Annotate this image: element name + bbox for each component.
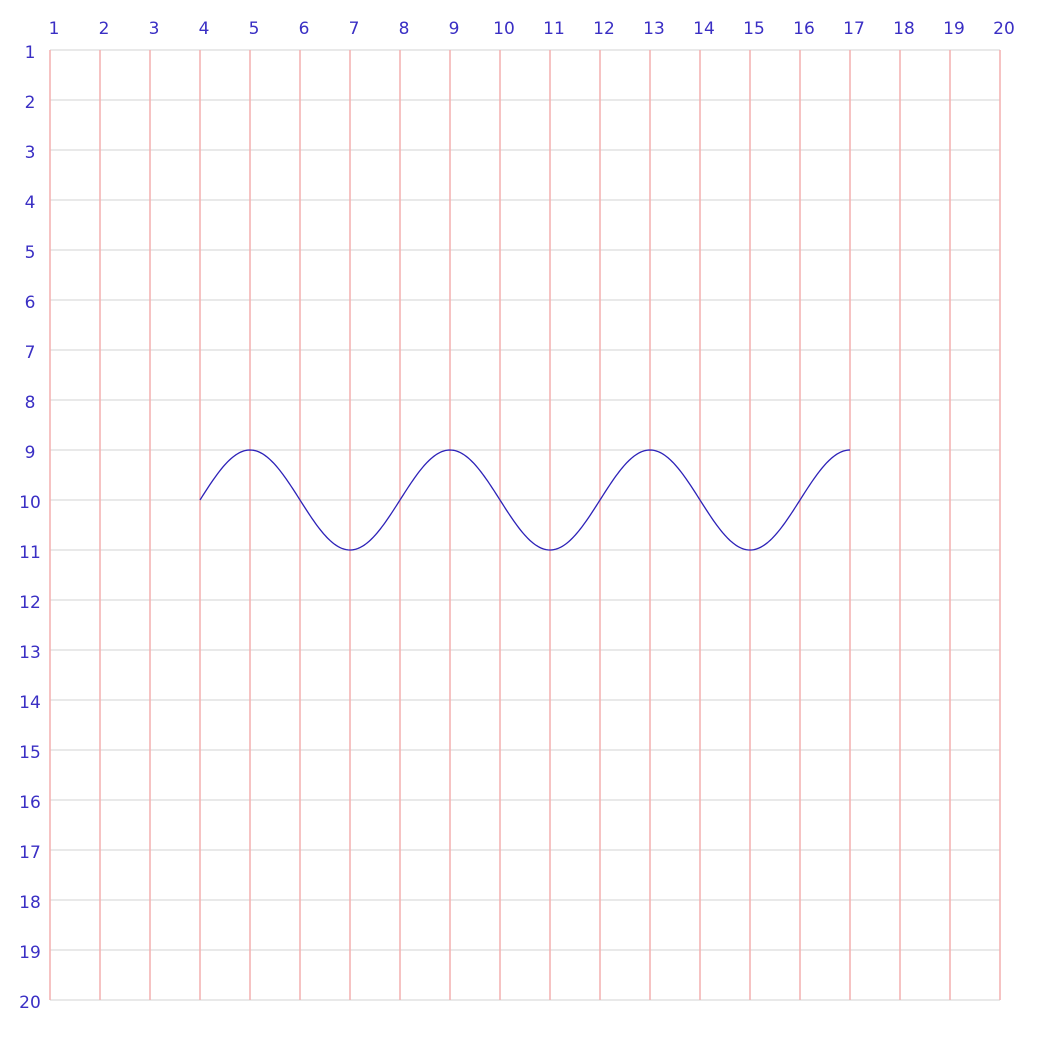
sine-wave-line	[199, 449, 851, 551]
y-tick-label: 6	[25, 293, 36, 313]
x-tick-label: 16	[793, 19, 815, 39]
y-tick-label: 11	[19, 543, 41, 563]
x-tick-label: 3	[149, 19, 160, 39]
y-tick-label: 16	[19, 793, 41, 813]
x-tick-label: 5	[249, 19, 260, 39]
y-tick-label: 19	[19, 943, 41, 963]
x-tick-label: 19	[943, 19, 965, 39]
y-tick-label: 18	[19, 893, 41, 913]
y-tick-label: 3	[25, 143, 36, 163]
x-tick-label: 15	[743, 19, 765, 39]
y-tick-label: 5	[25, 243, 36, 263]
y-tick-label: 20	[19, 993, 41, 1013]
y-tick-label: 9	[25, 443, 36, 463]
x-tick-label: 9	[449, 19, 460, 39]
y-tick-label: 15	[19, 743, 41, 763]
y-tick-label: 10	[19, 493, 41, 513]
y-tick-label: 4	[25, 193, 36, 213]
y-tick-label: 14	[19, 693, 41, 713]
x-tick-label: 10	[493, 19, 515, 39]
y-tick-label: 1	[25, 43, 36, 63]
x-tick-label: 13	[643, 19, 665, 39]
x-tick-label: 7	[349, 19, 360, 39]
x-tick-label: 18	[893, 19, 915, 39]
x-tick-label: 8	[399, 19, 410, 39]
x-tick-label: 12	[593, 19, 615, 39]
x-tick-label: 11	[543, 19, 565, 39]
x-tick-label: 6	[299, 19, 310, 39]
y-tick-label: 8	[25, 393, 36, 413]
y-tick-label: 7	[25, 343, 36, 363]
x-tick-label: 17	[843, 19, 865, 39]
y-tick-label: 12	[19, 593, 41, 613]
x-axis-tick-labels: 1 2 3 4 5 6 7 8 9 10 11 12 13 14 15 16 17 18 19 20	[49, 19, 1015, 39]
vertical-grid-lines	[49, 50, 1001, 1000]
y-tick-label: 13	[19, 643, 41, 663]
x-tick-label: 4	[199, 19, 210, 39]
x-tick-label: 14	[693, 19, 715, 39]
y-tick-label: 17	[19, 843, 41, 863]
x-tick-label: 1	[49, 19, 60, 39]
x-tick-label: 20	[993, 19, 1015, 39]
x-tick-label: 2	[99, 19, 110, 39]
y-tick-label: 2	[25, 93, 36, 113]
horizontal-grid-lines	[50, 49, 1000, 1001]
